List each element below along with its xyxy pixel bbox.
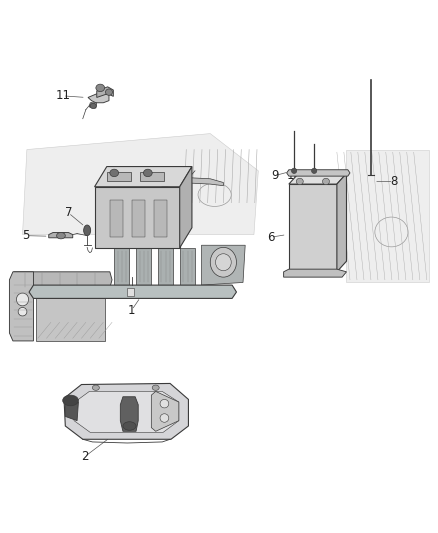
Polygon shape [10,272,33,341]
Ellipse shape [311,168,317,173]
Ellipse shape [160,414,169,422]
Polygon shape [12,272,112,288]
Ellipse shape [96,84,105,92]
Polygon shape [284,269,346,277]
Ellipse shape [291,168,297,173]
Ellipse shape [152,385,159,390]
Polygon shape [201,245,245,285]
Polygon shape [180,166,192,248]
Bar [132,200,145,237]
Text: 10: 10 [286,169,301,182]
Ellipse shape [123,422,136,430]
Polygon shape [74,391,179,432]
Text: 11: 11 [55,90,70,102]
Polygon shape [287,169,350,176]
Polygon shape [64,383,188,439]
Bar [141,172,164,181]
Polygon shape [289,173,346,184]
Polygon shape [89,103,97,108]
Polygon shape [35,298,106,341]
Ellipse shape [18,308,27,316]
Polygon shape [114,248,130,285]
Text: 5: 5 [22,229,30,242]
Text: 6: 6 [267,231,274,244]
Text: 4: 4 [161,179,168,192]
Polygon shape [65,400,78,421]
Ellipse shape [16,293,28,306]
Ellipse shape [322,178,329,184]
Bar [127,288,134,296]
Ellipse shape [144,169,152,176]
Polygon shape [158,176,223,185]
Bar [153,200,166,237]
Polygon shape [337,173,346,272]
Polygon shape [346,150,428,282]
Ellipse shape [198,183,231,206]
Text: 7: 7 [65,206,72,219]
Polygon shape [158,248,173,285]
Ellipse shape [92,385,99,390]
Text: 1: 1 [128,304,135,317]
Polygon shape [120,397,138,431]
Polygon shape [88,91,109,103]
Ellipse shape [210,247,237,277]
Ellipse shape [215,254,231,271]
Ellipse shape [296,178,303,184]
Ellipse shape [57,232,65,239]
Bar [110,200,123,237]
Ellipse shape [90,103,96,109]
Polygon shape [151,391,179,431]
Polygon shape [95,166,192,187]
Polygon shape [97,87,113,98]
Ellipse shape [84,225,91,236]
Ellipse shape [160,399,169,408]
Text: 3: 3 [107,195,114,208]
Polygon shape [22,134,258,235]
Text: 9: 9 [271,169,279,182]
Polygon shape [180,248,195,285]
Bar [95,187,180,248]
Bar [107,172,131,181]
Ellipse shape [106,89,113,95]
Polygon shape [136,248,151,285]
Ellipse shape [110,169,119,176]
Ellipse shape [375,217,408,247]
Text: 2: 2 [81,450,88,463]
Polygon shape [29,285,237,298]
Polygon shape [289,184,337,272]
Polygon shape [49,232,73,238]
Ellipse shape [63,395,78,406]
Text: 8: 8 [390,175,397,188]
